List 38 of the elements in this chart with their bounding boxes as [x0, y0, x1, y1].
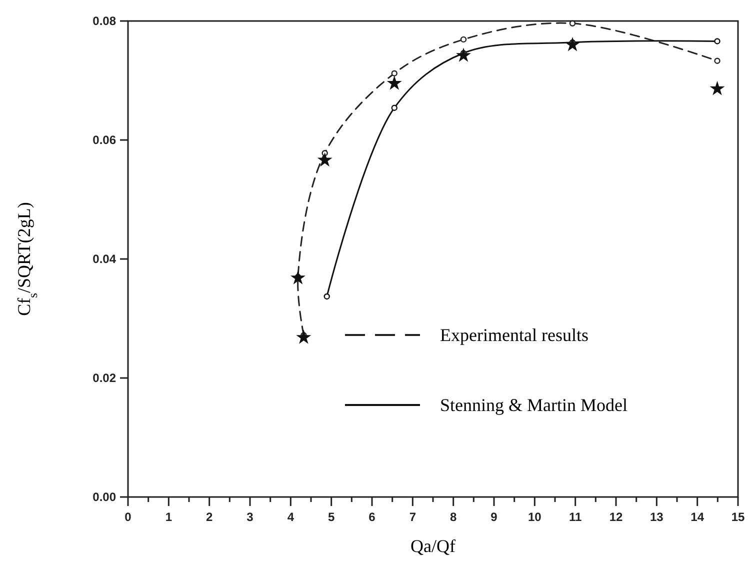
- point: [569, 20, 576, 26]
- point: [296, 330, 312, 344]
- x-tick-label: 2: [206, 510, 213, 524]
- x-tick-label: 15: [731, 510, 745, 524]
- point: [714, 58, 720, 64]
- x-tick-label: 13: [650, 510, 664, 524]
- point: [564, 36, 580, 52]
- x-tick-label: 9: [490, 510, 498, 524]
- x-tick-label: 11: [568, 510, 582, 524]
- point: [386, 76, 402, 90]
- x-tick-label: 14: [690, 510, 704, 524]
- point: [391, 70, 398, 76]
- x-tick-label: 5: [328, 510, 335, 524]
- x-tick-label: 4: [287, 510, 294, 524]
- x-tick-label: 10: [528, 510, 542, 524]
- x-axis-title: Qa/Qf: [410, 536, 456, 556]
- legend-label: Experimental results: [440, 325, 588, 345]
- x-tick-label: 3: [246, 510, 254, 524]
- point: [391, 104, 398, 111]
- y-tick-label: 0.00: [92, 490, 116, 504]
- x-tick-label: 12: [609, 510, 623, 524]
- point: [324, 293, 330, 300]
- x-tick-label: 7: [409, 510, 416, 524]
- legend-label: Stenning & Martin Model: [440, 395, 628, 415]
- point: [290, 270, 306, 284]
- point: [317, 152, 332, 167]
- point: [710, 80, 725, 96]
- x-tick-label: 1: [165, 510, 172, 524]
- x-tick-label: 8: [450, 510, 457, 524]
- x-tick-label: 0: [124, 510, 132, 524]
- y-tick-label: 0.06: [92, 133, 116, 147]
- x-tick-label: 6: [368, 510, 376, 524]
- y-tick-label: 0.08: [92, 14, 116, 28]
- point: [456, 48, 472, 62]
- point: [460, 36, 467, 43]
- y-tick-label: 0.04: [92, 252, 116, 266]
- y-tick-label: 0.02: [92, 371, 116, 385]
- point: [714, 38, 720, 44]
